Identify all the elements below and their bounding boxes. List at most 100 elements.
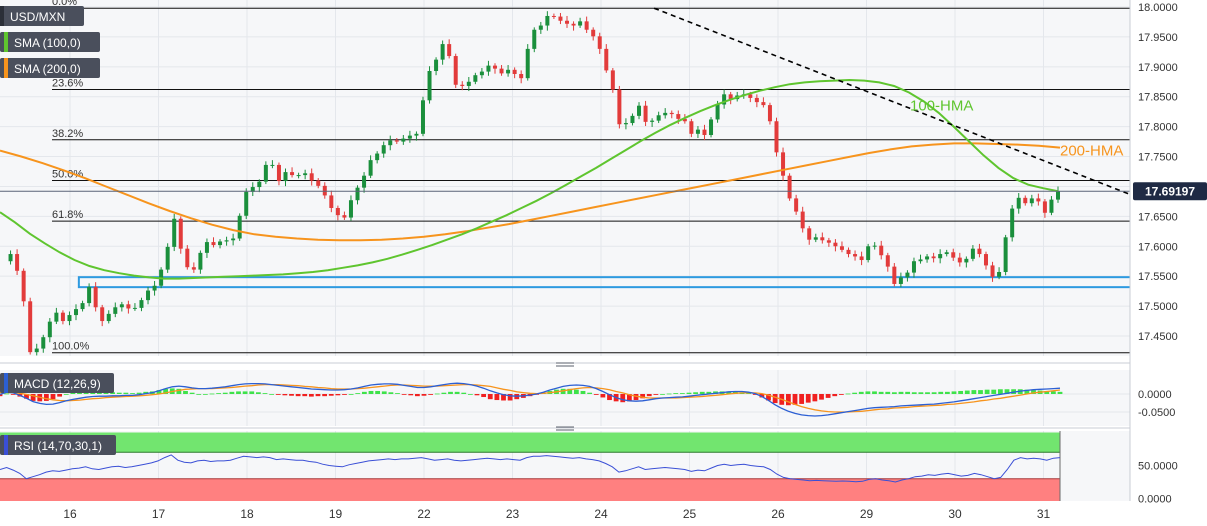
rsi-chip[interactable]: RSI (14,70,30,1) — [0, 435, 116, 455]
candle-body — [591, 29, 596, 37]
macd-histogram-bar — [216, 393, 222, 394]
candle-body — [224, 240, 229, 242]
macd-histogram-bar — [110, 392, 116, 394]
candle-body — [794, 198, 799, 212]
macd-line — [0, 382, 1061, 417]
candle-body — [990, 265, 995, 277]
candle-body — [866, 246, 871, 261]
candle-body — [938, 254, 943, 259]
macd-histogram-bar — [925, 392, 930, 394]
candle-body — [1042, 201, 1047, 213]
macd-histogram-bar — [229, 391, 235, 394]
macd-label: MACD (12,26,9) — [14, 377, 101, 391]
candle-body — [191, 267, 196, 270]
symbol-chip[interactable]: USD/MXN — [0, 6, 84, 26]
rsi-resize-handle[interactable] — [556, 426, 574, 431]
rsi-axis: 50.0000 0.0000 — [1138, 461, 1178, 506]
macd-histogram-bar — [1024, 389, 1030, 394]
macd-histogram-bar — [262, 393, 268, 394]
fib-label: 0.0% — [52, 0, 77, 8]
candle-body — [538, 25, 543, 30]
macd-histogram-bar — [792, 394, 798, 405]
macd-histogram-bar — [315, 394, 321, 397]
candle-body — [87, 286, 92, 304]
candle-body — [911, 261, 916, 273]
macd-histogram-bar — [1044, 390, 1050, 394]
fib-label: 100.0% — [52, 341, 90, 353]
macd-histogram-bar — [209, 393, 215, 395]
macd-histogram-bar — [666, 393, 672, 395]
macd-histogram-bar — [395, 393, 400, 394]
macd-histogram-bar — [706, 391, 712, 394]
macd-resize-handle[interactable] — [556, 362, 574, 367]
macd-histogram-bar — [858, 391, 864, 394]
macd-histogram-bar — [103, 392, 109, 394]
rsi-oversold-band — [0, 478, 1060, 501]
macd-histogram-bar — [626, 394, 632, 402]
candle-body — [951, 252, 956, 258]
macd-chip[interactable]: MACD (12,26,9) — [0, 373, 114, 393]
macd-signal-line — [0, 383, 1061, 413]
price-tick-label: 17.5500 — [1138, 271, 1178, 283]
macd-histogram-bar — [408, 394, 414, 396]
rsi-tick-label: 50.0000 — [1138, 461, 1178, 473]
candle-body — [303, 173, 308, 176]
macd-histogram-bar — [322, 394, 328, 397]
macd-histogram-bar — [295, 394, 301, 397]
candle-body — [774, 121, 779, 153]
macd-histogram-bar — [905, 391, 911, 394]
macd-histogram-bar — [222, 392, 228, 394]
sma100-chip[interactable]: SMA (100,0) — [0, 32, 100, 52]
candle-body — [702, 129, 707, 136]
candle-body — [1036, 198, 1041, 202]
time-tick-label: 16 — [63, 507, 77, 521]
candle-body — [519, 73, 524, 79]
macd-histogram-bar — [958, 390, 964, 394]
candle-body — [499, 68, 504, 74]
macd-histogram-bar — [971, 390, 977, 394]
candle-body — [41, 337, 46, 349]
candle-body — [970, 248, 975, 259]
candle-body — [551, 15, 556, 17]
sma100-label: SMA (100,0) — [14, 36, 81, 50]
macd-histogram-bar — [1004, 389, 1010, 394]
macd-histogram-bar — [991, 389, 997, 394]
time-tick-label: 30 — [948, 507, 962, 521]
support-zone — [77, 276, 1130, 289]
candle-body — [440, 44, 445, 60]
macd-histogram-bar — [746, 393, 752, 394]
sma200-chip[interactable]: SMA (200,0) — [0, 58, 100, 78]
macd-histogram-bar — [679, 393, 685, 394]
candle-body — [394, 140, 399, 142]
macd-histogram-bar — [938, 391, 944, 394]
candle-body — [466, 81, 471, 86]
price-tick-label: 17.6500 — [1138, 211, 1178, 223]
candle-body — [925, 256, 930, 260]
candle-body — [872, 245, 877, 247]
candle-body — [434, 59, 439, 72]
candle-body — [250, 187, 255, 192]
candle-body — [964, 258, 969, 263]
candle-body — [146, 290, 151, 301]
candle-body — [506, 69, 511, 74]
price-tick-label: 17.7500 — [1138, 152, 1178, 164]
candle-body — [257, 181, 262, 188]
candle-body — [754, 97, 759, 103]
macd-histogram-bar — [799, 394, 805, 404]
macd-histogram-bar — [116, 392, 122, 394]
candle-body — [335, 207, 340, 216]
macd-histogram-bar — [878, 391, 884, 394]
macd-histogram-bar — [50, 394, 56, 400]
candle-body — [931, 256, 936, 259]
macd-histogram-bar — [335, 394, 341, 396]
macd-histogram-bar — [766, 394, 771, 401]
candle-body — [54, 312, 59, 322]
price-tick-label: 17.9000 — [1138, 62, 1178, 74]
candle-body — [630, 115, 635, 124]
candle-body — [100, 307, 105, 322]
macd-histogram-bar — [752, 394, 758, 395]
candle-body — [584, 21, 589, 30]
candlesticks — [8, 11, 1060, 356]
candle-body — [329, 195, 334, 208]
macd-histogram-bar — [494, 394, 500, 401]
